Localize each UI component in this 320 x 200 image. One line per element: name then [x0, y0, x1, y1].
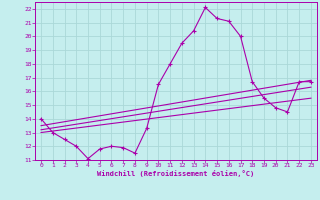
X-axis label: Windchill (Refroidissement éolien,°C): Windchill (Refroidissement éolien,°C) — [97, 170, 255, 177]
